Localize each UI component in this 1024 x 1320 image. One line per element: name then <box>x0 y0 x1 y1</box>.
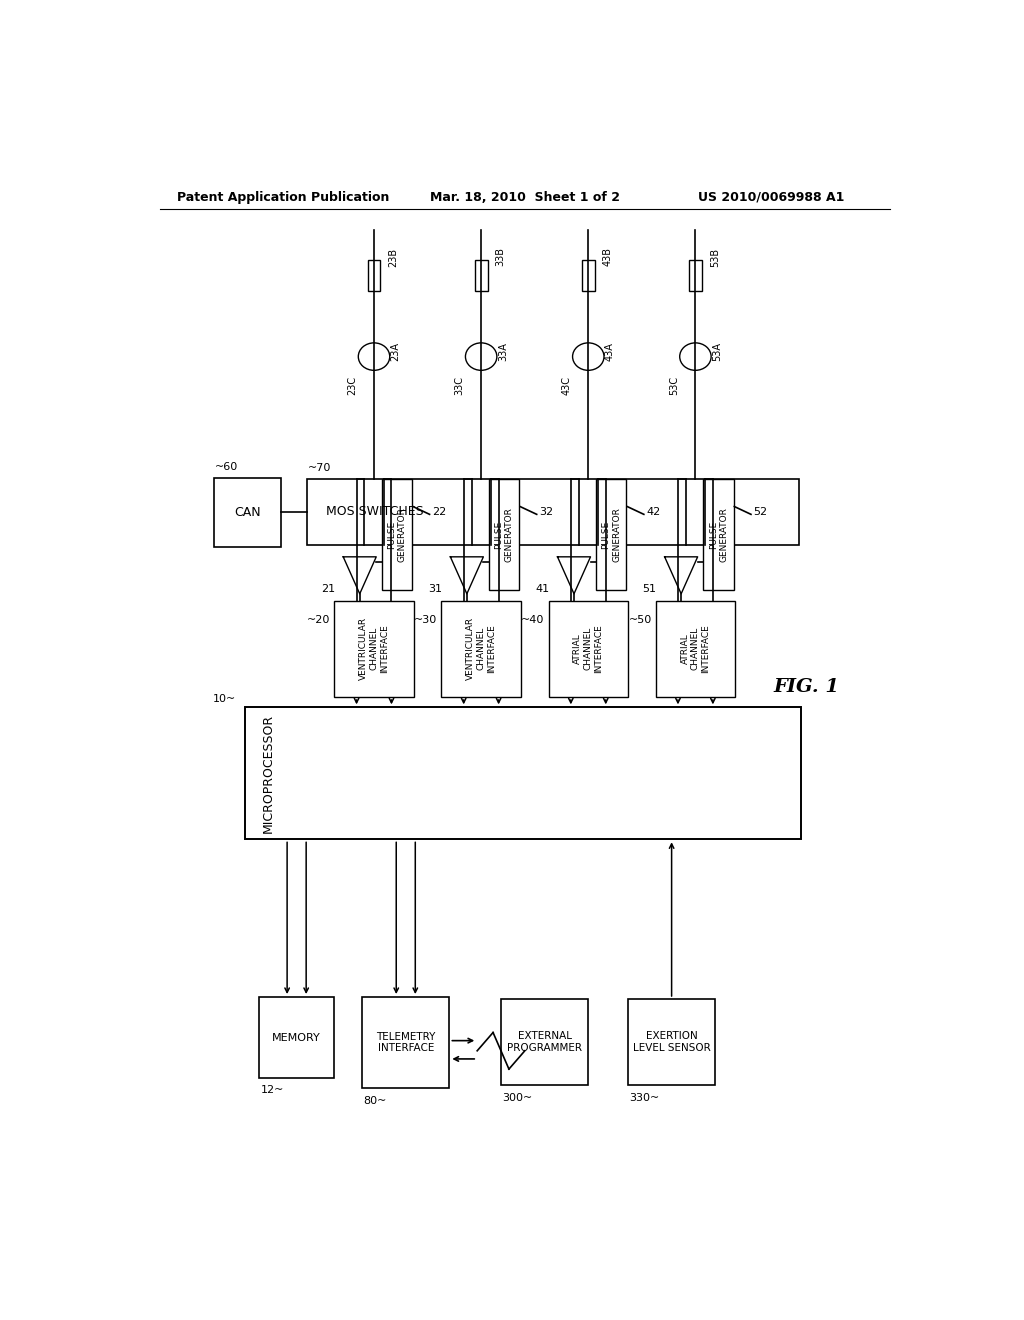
Text: PULSE
GENERATOR: PULSE GENERATOR <box>495 507 514 562</box>
Text: PULSE
GENERATOR: PULSE GENERATOR <box>709 507 728 562</box>
Text: CAN: CAN <box>234 506 261 519</box>
Text: 23C: 23C <box>347 375 357 395</box>
Text: MOS SWITCHES: MOS SWITCHES <box>327 506 424 517</box>
Text: 80~: 80~ <box>364 1096 387 1106</box>
Text: TELEMETRY
INTERFACE: TELEMETRY INTERFACE <box>376 1032 435 1053</box>
Bar <box>655 601 735 697</box>
Text: EXERTION
LEVEL SENSOR: EXERTION LEVEL SENSOR <box>633 1031 711 1053</box>
Bar <box>259 997 334 1078</box>
Text: 42: 42 <box>646 507 660 517</box>
Text: PULSE
GENERATOR: PULSE GENERATOR <box>387 507 407 562</box>
Bar <box>334 601 414 697</box>
Bar <box>382 479 412 590</box>
Text: 330~: 330~ <box>630 1093 659 1102</box>
Text: 52: 52 <box>754 507 767 517</box>
Text: ATRIAL
CHANNEL
INTERFACE: ATRIAL CHANNEL INTERFACE <box>573 624 603 673</box>
Text: 22: 22 <box>432 507 446 517</box>
Bar <box>475 260 487 290</box>
Text: PULSE
GENERATOR: PULSE GENERATOR <box>602 507 621 562</box>
Text: 43A: 43A <box>605 342 615 360</box>
Bar <box>246 708 801 840</box>
Bar <box>362 997 450 1089</box>
Text: VENTRICULAR
CHANNEL
INTERFACE: VENTRICULAR CHANNEL INTERFACE <box>466 618 496 680</box>
Text: 21: 21 <box>321 583 335 594</box>
Text: 23B: 23B <box>388 247 398 267</box>
Text: FIG. 1: FIG. 1 <box>773 678 840 696</box>
Text: Mar. 18, 2010  Sheet 1 of 2: Mar. 18, 2010 Sheet 1 of 2 <box>430 190 620 203</box>
Bar <box>703 479 733 590</box>
Text: VENTRICULAR
CHANNEL
INTERFACE: VENTRICULAR CHANNEL INTERFACE <box>359 618 389 680</box>
Text: ~50: ~50 <box>629 615 651 624</box>
Text: 43C: 43C <box>561 376 571 395</box>
Text: 53C: 53C <box>669 375 679 395</box>
Text: 43B: 43B <box>602 247 612 267</box>
Text: ~20: ~20 <box>307 615 331 624</box>
Text: 41: 41 <box>536 583 550 594</box>
Text: EXTERNAL
PROGRAMMER: EXTERNAL PROGRAMMER <box>507 1031 582 1053</box>
Text: US 2010/0069988 A1: US 2010/0069988 A1 <box>697 190 844 203</box>
Text: ~60: ~60 <box>215 462 239 473</box>
Text: 33A: 33A <box>498 342 508 360</box>
Text: ~40: ~40 <box>521 615 545 624</box>
Text: ~30: ~30 <box>415 615 437 624</box>
Text: ATRIAL
CHANNEL
INTERFACE: ATRIAL CHANNEL INTERFACE <box>681 624 711 673</box>
Text: 31: 31 <box>428 583 442 594</box>
Text: ~70: ~70 <box>308 463 332 474</box>
Bar <box>689 260 701 290</box>
Text: Patent Application Publication: Patent Application Publication <box>176 190 389 203</box>
Text: 10~: 10~ <box>213 694 236 704</box>
Text: 53A: 53A <box>712 342 722 360</box>
Bar <box>596 479 627 590</box>
Text: 12~: 12~ <box>260 1085 284 1096</box>
Text: 32: 32 <box>539 507 553 517</box>
Bar <box>306 479 799 545</box>
Bar <box>549 601 628 697</box>
Bar <box>628 999 716 1085</box>
Bar <box>582 260 595 290</box>
Text: 23A: 23A <box>391 342 400 360</box>
Text: 51: 51 <box>642 583 656 594</box>
Bar <box>368 260 380 290</box>
Text: 33B: 33B <box>496 247 506 267</box>
Bar <box>489 479 519 590</box>
Bar <box>214 478 282 546</box>
Text: 53B: 53B <box>710 247 720 267</box>
Text: MEMORY: MEMORY <box>272 1032 321 1043</box>
Text: 33C: 33C <box>455 376 465 395</box>
Bar <box>441 601 521 697</box>
Text: 300~: 300~ <box>503 1093 532 1102</box>
Bar <box>501 999 588 1085</box>
Text: MICROPROCESSOR: MICROPROCESSOR <box>261 714 274 833</box>
